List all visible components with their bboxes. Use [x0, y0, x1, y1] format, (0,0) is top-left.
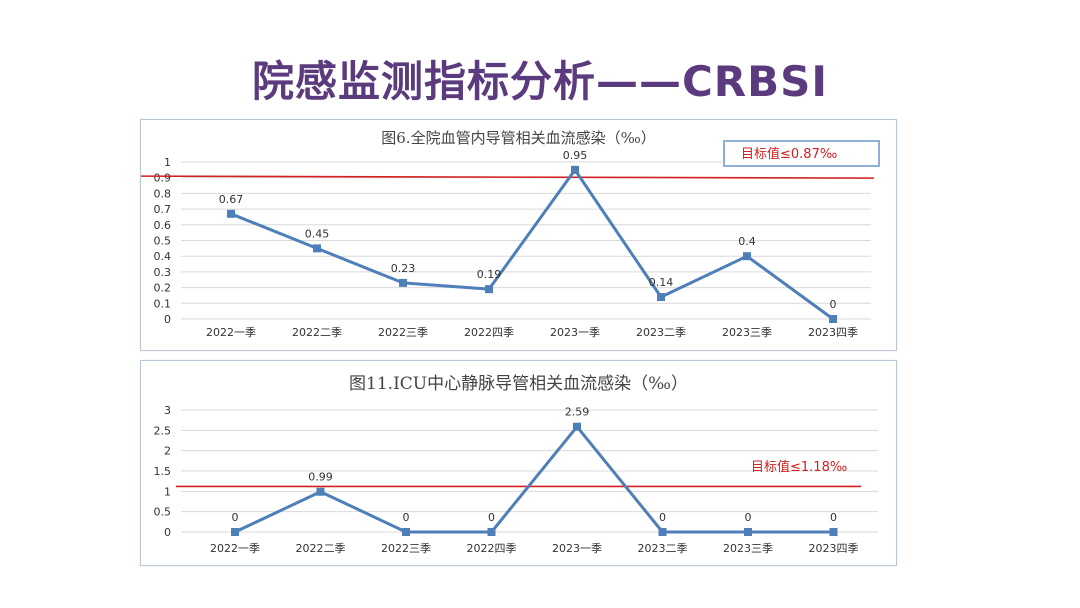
y-tick-label: 0.9 — [154, 172, 172, 185]
y-tick-label: 1.5 — [154, 465, 172, 478]
x-category-label: 2022二季 — [292, 326, 342, 339]
series-line — [230, 168, 834, 321]
chart-title: 图11.ICU中心静脉导管相关血流感染（‰） — [349, 374, 688, 394]
data-label: 0 — [488, 511, 495, 524]
x-category-label: 2023四季 — [808, 326, 858, 339]
y-tick-label: 3 — [164, 404, 171, 417]
data-label: 0.99 — [308, 471, 333, 484]
data-label: 0.4 — [738, 235, 756, 248]
data-point — [313, 244, 321, 253]
data-label: 0 — [830, 298, 837, 311]
data-point — [658, 528, 667, 536]
x-category-label: 2022一季 — [210, 542, 260, 555]
data-point — [399, 278, 407, 287]
y-tick-label: 0.7 — [154, 203, 172, 216]
data-label: 0.67 — [219, 193, 244, 206]
data-label: 0.19 — [477, 268, 502, 281]
data-label: 0 — [659, 511, 666, 524]
data-label: 0.14 — [649, 276, 674, 289]
data-label: 0 — [232, 511, 239, 524]
y-tick-label: 1 — [164, 485, 171, 498]
x-category-label: 2022四季 — [467, 542, 517, 555]
page-title: 院感监测指标分析——CRBSI — [251, 57, 829, 106]
data-label: 0.23 — [391, 262, 416, 275]
chart-title: 图6.全院血管内导管相关血流感染（‰） — [381, 129, 655, 147]
x-category-label: 2022四季 — [464, 326, 514, 339]
data-point — [227, 209, 235, 218]
data-label: 0.45 — [305, 227, 330, 240]
target-line — [141, 175, 875, 179]
x-category-label: 2023二季 — [638, 542, 688, 555]
data-point — [485, 285, 493, 294]
y-tick-label: 0.6 — [154, 219, 172, 232]
chart-svg: 图6.全院血管内导管相关血流感染（‰） 0 0.1 0.2 0.3 0.4 0.5 0.6 0.… — [141, 129, 880, 339]
x-category-label: 2023二季 — [636, 326, 686, 339]
x-category-label: 2022一季 — [206, 326, 256, 339]
x-category-label: 2023三季 — [723, 542, 773, 555]
y-tick-label: 0.4 — [154, 250, 172, 263]
target-label: 目标值≤1.18‰ — [751, 459, 847, 475]
y-tick-label: 0.8 — [154, 187, 172, 200]
y-tick-label: 0.5 — [154, 506, 172, 519]
x-category-label: 2022三季 — [378, 326, 428, 339]
data-point — [657, 293, 665, 302]
y-tick-label: 0.5 — [154, 235, 172, 248]
data-point — [316, 487, 325, 496]
x-category-label: 2023一季 — [552, 542, 602, 555]
y-tick-label: 0.1 — [154, 297, 172, 310]
data-label: 0.95 — [563, 149, 588, 162]
data-label: 0 — [403, 511, 410, 524]
data-point — [231, 528, 239, 536]
chart-crbsi-hospital: 图6.全院血管内导管相关血流感染（‰） 0 0.1 0.2 0.3 0.4 0.5 0.6 0.… — [140, 119, 897, 351]
data-label: 2.59 — [565, 406, 590, 419]
data-point — [743, 252, 751, 261]
data-point — [829, 315, 837, 323]
x-category-label: 2023四季 — [809, 542, 859, 555]
target-label: 目标值≤0.87‰ — [741, 146, 837, 162]
data-point — [571, 165, 579, 174]
y-tick-label: 0.3 — [154, 266, 172, 279]
data-point — [829, 528, 838, 536]
data-point — [573, 422, 581, 431]
data-point — [487, 528, 496, 536]
chart-svg: 图11.ICU中心静脉导管相关血流感染（‰） 0 0.5 1 1.5 2 2.5 3 2022一… — [154, 374, 878, 555]
x-category-label: 2023三季 — [722, 326, 772, 339]
data-point — [402, 528, 410, 536]
data-point — [744, 528, 752, 536]
x-category-label: 2023一季 — [550, 326, 600, 339]
x-category-label: 2022三季 — [381, 542, 431, 555]
y-tick-label: 1 — [164, 156, 171, 169]
series-line — [234, 425, 834, 534]
chart-crbsi-icu: 图11.ICU中心静脉导管相关血流感染（‰） 0 0.5 1 1.5 2 2.5 3 2022一… — [140, 360, 897, 566]
data-label: 0 — [745, 511, 752, 524]
y-tick-label: 0.2 — [154, 282, 172, 295]
target-label-box — [723, 140, 880, 167]
y-tick-label: 2.5 — [154, 424, 172, 437]
y-tick-label: 0 — [164, 526, 171, 539]
y-tick-label: 0 — [164, 313, 171, 326]
x-category-label: 2022二季 — [296, 542, 346, 555]
data-label: 0 — [830, 511, 837, 524]
y-tick-label: 2 — [164, 445, 171, 458]
